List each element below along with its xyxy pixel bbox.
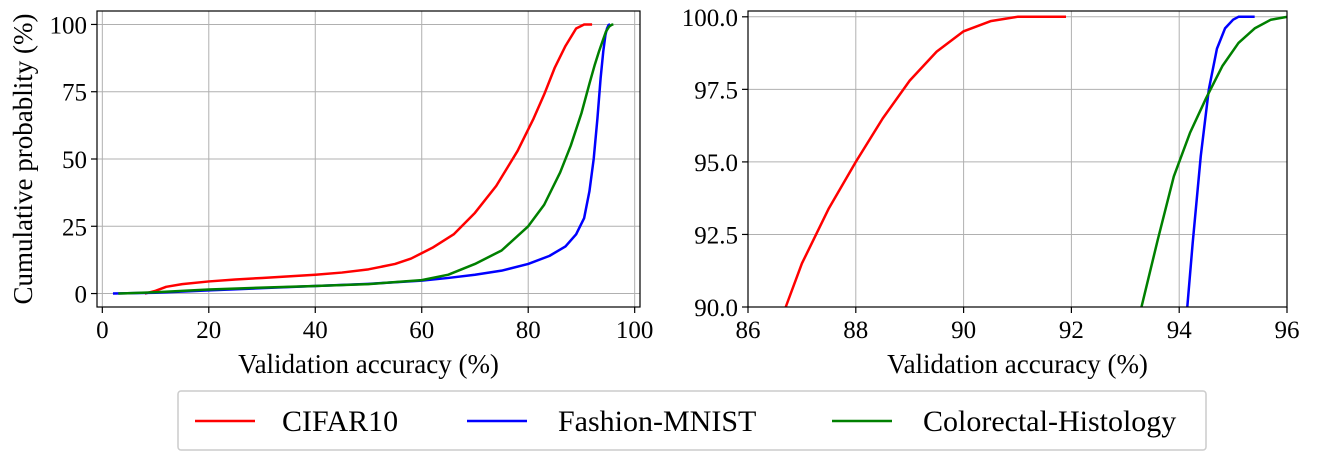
left-y-tick-label: 0 (75, 282, 88, 309)
left-y-tick-label: 100 (50, 12, 88, 39)
left-x-axis-label: Validation accuracy (%) (238, 349, 499, 379)
right-series-line-cifar10 (784, 15, 1067, 308)
left-x-tick-label: 60 (409, 317, 434, 344)
left-gridlines (97, 11, 640, 307)
right-y-tick-label: 90.0 (694, 295, 738, 322)
right-gridlines (747, 11, 1288, 308)
left-x-tick-label: 80 (516, 317, 541, 344)
right-series-line-colorectal-histology (1140, 15, 1287, 308)
right-x-tick-label: 90 (951, 317, 976, 344)
left-y-tick-label: 50 (62, 147, 87, 174)
right-y-tick-label: 100.0 (682, 5, 738, 32)
left-series-lines (112, 23, 614, 295)
left-x-tick-label: 20 (196, 317, 221, 344)
legend-label-colorectal-histology: Colorectal-Histology (923, 405, 1176, 438)
left-x-tick-label: 0 (96, 317, 109, 344)
legend-frame (177, 390, 1207, 451)
legend-label-fashion-mnist: Fashion-MNIST (558, 405, 756, 438)
right-x-tick-label: 86 (736, 317, 761, 344)
left-x-tick-label: 100 (616, 317, 654, 344)
right-plot-frame (747, 10, 1288, 308)
legend-label-cifar10: CIFAR10 (282, 405, 398, 438)
left-ticks: 0 20 40 60 80 100 0 25 50 75 100 (50, 12, 654, 344)
right-series-lines (784, 15, 1287, 308)
right-ticks: 86 88 90 92 94 96 90.0 92.5 95.0 97.5 100.0 (682, 5, 1300, 344)
right-x-tick-label: 94 (1167, 317, 1193, 344)
legend: CIFAR10 Fashion-MNIST Colorectal-Histolo… (177, 390, 1207, 451)
left-series-line-cifar10 (144, 23, 593, 295)
right-x-tick-label: 96 (1275, 317, 1300, 344)
left-y-axis-label: Cumulative probablity (%) (8, 14, 38, 305)
right-y-tick-label: 97.5 (694, 77, 738, 104)
left-y-tick-label: 25 (62, 214, 87, 241)
left-x-tick-label: 40 (303, 317, 328, 344)
right-x-tick-label: 92 (1059, 317, 1084, 344)
right-x-axis-label: Validation accuracy (%) (887, 349, 1148, 379)
chart-left: 0 20 40 60 80 100 0 25 50 75 100 Validation accura… (8, 10, 654, 379)
right-y-tick-label: 95.0 (694, 150, 738, 177)
left-y-tick-label: 75 (62, 80, 87, 107)
right-x-tick-label: 88 (843, 317, 868, 344)
right-series-line-fashion-mnist (1186, 15, 1255, 308)
chart-right: 86 88 90 92 94 96 90.0 92.5 95.0 97.5 100.0 Valida… (682, 5, 1300, 379)
right-y-tick-label: 92.5 (694, 222, 738, 249)
left-series-line-colorectal-histology (118, 23, 614, 295)
